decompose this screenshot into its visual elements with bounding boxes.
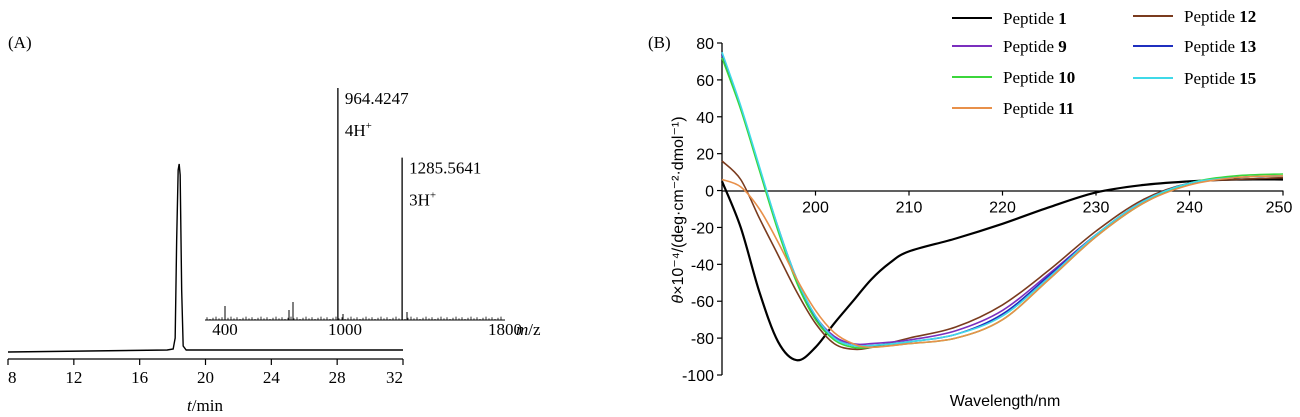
chromatogram-tick-label: 12 [65, 368, 82, 387]
cd-y-label: θ×10⁻⁴/(deg·cm⁻²·dmol⁻¹) [670, 116, 687, 303]
ms-noise [206, 316, 502, 320]
ms-peak-charge-label: 4H+ [345, 120, 372, 140]
legend-label-peptide-11: Peptide 11 [1003, 99, 1074, 118]
cd-y-tick-label: -80 [691, 331, 714, 348]
legend-label-peptide-1: Peptide 1 [1003, 9, 1067, 28]
chromatogram-tick-label: 24 [263, 368, 281, 387]
chromatogram-x-ticks: 8 12 16 20 24 28 32 [7, 359, 404, 387]
ms-peak-charge-label: 3H+ [409, 190, 436, 210]
ms-x-label-rest: /z [528, 320, 541, 339]
chromatogram-tick-label: 20 [197, 368, 214, 387]
cd-y-label-rest: ×10⁻⁴/(deg·cm⁻²·dmol⁻¹) [670, 116, 687, 294]
cd-y-tick-label: 40 [696, 110, 714, 127]
cd-legend: Peptide 1 Peptide 9 Peptide 10 Peptide 11 Pe… [952, 7, 1256, 118]
cd-y-label-theta: θ [670, 295, 687, 304]
panel-b-label: (B) [648, 33, 671, 52]
cd-x-tick-label: 220 [989, 200, 1016, 217]
cd-x-tick-label: 200 [802, 200, 829, 217]
legend-label-peptide-12: Peptide 12 [1184, 7, 1256, 26]
legend-label-peptide-10: Peptide 10 [1003, 68, 1075, 87]
cd-y-tick-label: -100 [682, 368, 714, 385]
legend-label-peptide-15: Peptide 15 [1184, 69, 1256, 88]
legend-label-peptide-13: Peptide 13 [1184, 37, 1256, 56]
x-label-italic: t [187, 396, 193, 415]
cd-y-tick-label: 80 [696, 36, 714, 53]
chromatogram-trace [7, 163, 403, 353]
ms-peak-mz-label: 1285.5641 [409, 159, 481, 178]
ms-x-label-italic: m [516, 320, 528, 339]
cd-x-tick-label: 210 [896, 200, 923, 217]
cd-series-peptide-11 [721, 175, 1284, 349]
chromatogram-tick-label: 8 [8, 368, 17, 387]
ms-tick-label: 1000 [328, 320, 362, 339]
cd-x-ticks: 200 210 220 230 240 250 [802, 190, 1293, 217]
cd-y-tick-label: -40 [691, 257, 714, 274]
panel-a-label: (A) [8, 33, 32, 52]
ms-x-label: m/z [516, 320, 541, 339]
cd-series-peptide-12 [721, 160, 1284, 351]
cd-x-tick-label: 230 [1083, 200, 1110, 217]
cd-x-tick-label: 250 [1266, 200, 1293, 217]
cd-y-tick-label: -60 [691, 294, 714, 311]
cd-series-peptide-1 [720, 178, 1284, 362]
mass-spectrum-inset: 964.4247 4H+ 1285.5641 3H+ 400 1000 1800 m/z [205, 88, 541, 339]
cd-y-tick-label: 20 [696, 147, 714, 164]
ms-peaks: 964.4247 4H+ 1285.5641 3H+ [224, 88, 481, 320]
chromatogram-panel: 8 12 16 20 24 28 32 t/min [7, 163, 404, 415]
cd-series-peptide-15 [721, 51, 1284, 347]
legend-label-peptide-9: Peptide 9 [1003, 37, 1067, 56]
ms-tick-label: 400 [212, 320, 238, 339]
chromatogram-tick-label: 16 [131, 368, 148, 387]
cd-y-tick-label: -20 [691, 220, 714, 237]
chromatogram-tick-label: 28 [329, 368, 346, 387]
cd-series [720, 51, 1284, 362]
cd-x-label: Wavelength/nm [950, 393, 1061, 410]
chromatogram-tick-label: 32 [386, 368, 403, 387]
cd-y-tick-label: 0 [705, 184, 714, 201]
cd-y-ticks: 80 60 40 20 0 -20 -40 -60 -80 -100 [682, 36, 722, 385]
cd-y-tick-label: 60 [696, 73, 714, 90]
ms-peak-mz-label: 964.4247 [345, 89, 409, 108]
x-label-rest: /min [192, 396, 224, 415]
ms-tick-labels: 400 1000 1800 [212, 320, 522, 339]
cd-x-tick-label: 240 [1176, 200, 1203, 217]
ms-tick-label: 1800 [488, 320, 522, 339]
chromatogram-x-label: t/min [187, 396, 223, 415]
